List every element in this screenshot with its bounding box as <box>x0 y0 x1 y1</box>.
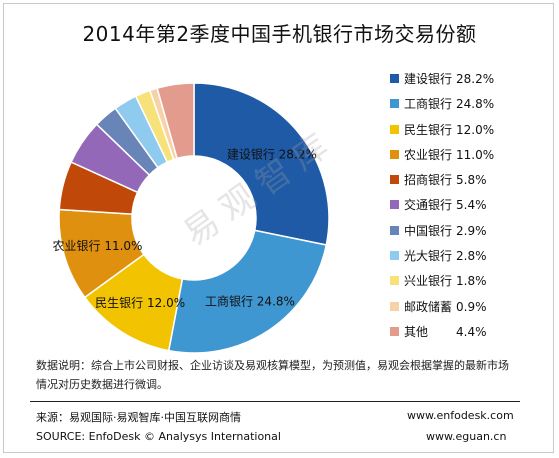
slice-10 <box>156 82 195 160</box>
divider <box>30 401 520 402</box>
legend-swatch <box>390 124 399 134</box>
legend-value: 28.2% <box>456 72 495 86</box>
slice-label-1: 工商银行 24.8% <box>205 293 295 308</box>
legend-swatch <box>390 99 399 109</box>
legend-name: 交通银行 <box>404 198 453 213</box>
slice-label-0: 建设银行 28.2% <box>227 147 317 161</box>
legend-swatch <box>390 149 399 159</box>
legend-swatch <box>390 74 399 83</box>
legend-value: 12.0% <box>456 122 495 137</box>
slice-0 <box>193 82 330 246</box>
legend-name: 农业银行 <box>404 147 453 162</box>
slice-label-2: 民生银行 12.0% <box>95 296 185 310</box>
slice-label-3: 农业银行 11.0% <box>53 239 143 253</box>
legend-name: 招商银行 <box>404 173 453 188</box>
legend-value: 0.9% <box>456 299 487 314</box>
legend-name: 光大银行 <box>404 249 453 264</box>
legend-name: 兴业银行 <box>404 274 453 289</box>
slice-1 <box>167 229 328 354</box>
legend-name: 邮政储蓄 <box>404 299 453 314</box>
legend-swatch <box>390 276 399 286</box>
legend-value: 5.8% <box>456 173 487 188</box>
legend-value: 24.8% <box>456 97 495 112</box>
legend-swatch <box>390 225 399 235</box>
legend-name: 工商银行 <box>404 97 453 112</box>
data-note: 数据说明：综合上市公司财报、企业访谈及易观核算模型，为预测值，易观会根据掌握的最… <box>36 359 509 391</box>
legend-swatch <box>390 175 399 185</box>
legend-value: 11.0% <box>456 147 495 162</box>
source-en: SOURCE: EnfoDesk © Analysys Internationa… <box>36 430 281 443</box>
legend-name: 建设银行 <box>404 72 453 86</box>
legend-swatch <box>390 326 399 336</box>
legend-value: 2.9% <box>456 223 487 238</box>
legend-value: 4.4% <box>456 324 487 339</box>
legend-swatch <box>390 251 399 261</box>
legend-swatch <box>390 200 399 210</box>
chart-title: 2014年第2季度中国手机银行市场交易份额 <box>82 22 477 46</box>
legend-value: 5.4% <box>456 198 487 213</box>
url-eguan: www.eguan.cn <box>426 430 507 443</box>
legend-swatch <box>390 301 399 311</box>
legend-name: 其他 <box>404 324 429 339</box>
legend-name: 中国银行 <box>404 223 453 238</box>
url-enfodesk: www.enfodesk.com <box>407 409 514 422</box>
source-cn: 来源：易观国际·易观智库·中国互联网商情 <box>36 411 241 424</box>
legend-value: 2.8% <box>456 249 487 264</box>
legend-value: 1.8% <box>456 274 487 289</box>
legend-name: 民生银行 <box>404 122 453 137</box>
